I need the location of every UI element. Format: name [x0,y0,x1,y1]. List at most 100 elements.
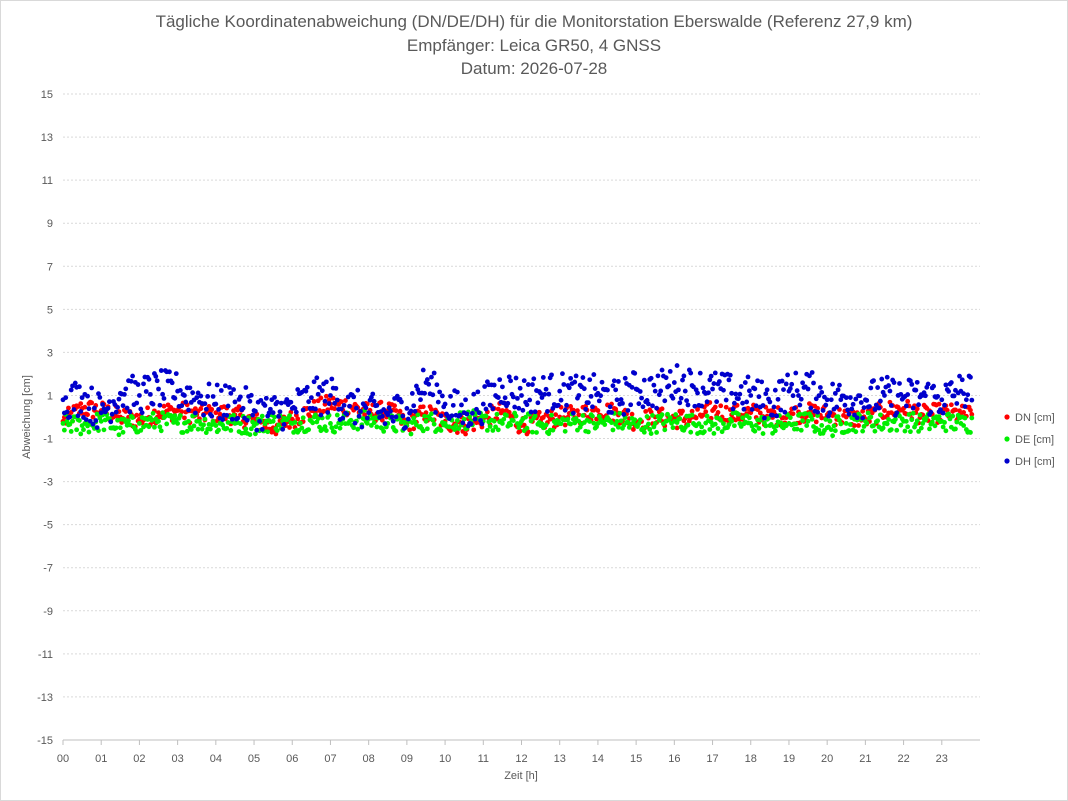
y-tick-label-3: 9 [47,218,53,230]
point-1-31-1 [654,430,659,435]
point-2-11-4 [276,414,282,419]
point-1-33-8 [701,429,707,435]
point-1-42-13 [880,425,886,431]
point-2-24-1 [520,407,526,413]
x-tick-label-15: 15 [630,753,642,765]
point-1-21 [461,416,467,422]
point-2-13-3 [313,406,318,412]
point-2-6-9 [187,385,193,391]
point-1-42-11 [877,412,883,418]
legend-marker-2 [1004,458,1010,464]
point-2-27-4 [581,386,587,392]
point-2-34-10 [723,397,729,403]
point-2-19-11 [438,413,444,419]
point-0-46-7 [948,402,954,408]
point-2-4-8 [147,391,153,397]
point-0-14-3 [332,406,337,412]
point-2-20-9 [454,389,460,395]
point-2-7-1 [195,390,201,396]
point-1-37-4 [772,428,778,434]
point-1-42-9 [875,418,881,424]
point-0-19-4 [429,406,434,412]
point-2-32-6 [680,377,685,383]
point-2-20-13 [460,420,466,426]
point-2-16-11 [381,407,387,412]
point-1-5-6 [164,421,170,427]
point-2-30-6 [641,377,647,383]
point-2-46-11 [954,401,960,406]
point-2-3-13 [135,382,141,387]
point-2-36-12 [764,387,770,393]
point-1-40-5 [831,423,837,429]
point-2-35-1 [730,406,736,412]
point-2-47-7 [968,374,973,380]
point-1-12-2 [292,420,298,425]
point-2-40-10 [838,397,844,403]
x-tick-label-3: 03 [172,753,184,765]
x-tick-label-2: 02 [133,753,145,765]
point-1-44-3 [905,424,911,430]
point-2-16-12 [382,421,388,427]
point-2-10-9 [263,395,269,401]
point-2-15-3 [351,394,357,400]
point-1-44-2 [903,418,909,424]
point-2-38-9 [798,396,804,402]
point-2-34-8 [721,387,726,393]
point-2-35-8 [740,400,745,406]
point-1-10-10 [265,429,271,435]
point-2-26-7 [566,385,572,391]
point-2-31-7 [662,398,668,404]
point-2-31 [652,388,658,394]
point-2-39 [805,386,811,392]
point-1-5-2 [158,428,164,434]
point-1-3 [117,425,123,431]
point-2-6-2 [177,388,183,393]
point-2-26 [557,388,563,394]
point-2-19-8 [434,382,440,388]
point-1-24-10 [532,413,538,419]
point-2-8-12 [229,416,235,422]
point-2-28-10 [609,410,614,415]
point-2-41-1 [845,407,851,413]
point-2-4-12 [153,373,159,379]
point-1-9-12 [248,426,254,432]
point-2-28-3 [599,379,605,385]
point-2-17 [385,412,391,418]
point-2-42-8 [873,402,879,408]
point-2-14-9 [340,415,346,421]
point-1-23-8 [510,418,516,424]
point-1-31-3 [656,417,662,423]
series-2 [60,363,975,433]
point-2-35 [729,390,735,396]
point-2-36-6 [756,394,762,400]
point-1-9-13 [250,419,256,425]
y-tick-label-14: -13 [37,692,53,704]
point-2-36-4 [753,403,759,409]
point-2-45-4 [925,381,931,387]
point-0-13-7 [318,395,324,401]
point-2-8-11 [228,390,234,396]
point-1-25-4 [543,422,549,428]
y-tick-label-11: -7 [43,563,53,575]
point-2-35-7 [738,384,744,389]
point-1-19-5 [430,417,436,423]
point-0-13-11 [323,393,329,399]
point-2-39-4 [811,380,816,386]
point-2-15-13 [364,415,370,421]
point-1-13-11 [323,428,329,433]
point-2-33-11 [706,390,711,396]
point-0-32-6 [680,408,685,414]
point-2-11-5 [277,409,283,415]
point-1-3-7 [127,422,133,428]
point-2-40-8 [835,387,841,393]
point-2-19-9 [435,399,441,405]
point-1-20-10 [456,426,462,432]
x-tick-label-0: 00 [57,753,69,765]
point-1-30-11 [648,431,654,436]
point-2-25-1 [539,395,545,400]
point-2-39-1 [807,373,812,379]
point-1-46-3 [943,428,949,434]
point-2-36-1 [749,407,755,412]
point-1-6 [175,421,181,426]
point-2-39-9 [817,385,823,390]
